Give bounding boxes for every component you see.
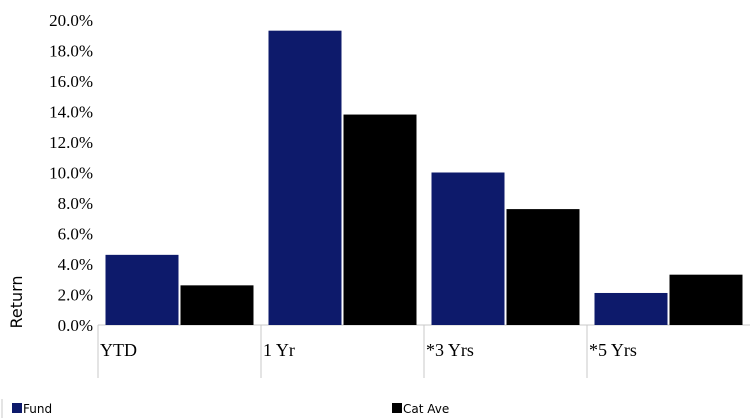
- bars: [105, 30, 743, 326]
- legend-item: Fund: [12, 402, 52, 416]
- y-tick-label: 0.0%: [58, 316, 93, 335]
- y-tick-label: 20.0%: [49, 11, 93, 30]
- y-tick-label: 4.0%: [58, 255, 93, 274]
- bar-cat-ave-2: [506, 209, 580, 325]
- y-tick-label: 10.0%: [49, 164, 93, 183]
- y-axis-ticks: 0.0% 2.0% 4.0% 6.0% 8.0% 10.0% 12.0% 14.0% 16.0%…: [49, 11, 93, 335]
- legend: Fund Cat Ave: [1, 399, 449, 418]
- x-category-label: YTD: [100, 340, 137, 360]
- x-axis-dividers: [97, 325, 588, 378]
- x-category-label: *3 Yrs: [426, 340, 474, 360]
- legend-swatch: [12, 403, 22, 413]
- x-axis-category-labels: YTD 1 Yr *3 Yrs *5 Yrs: [100, 340, 637, 360]
- bar-fund-1: [268, 30, 342, 326]
- bar-fund-0: [105, 254, 179, 325]
- bar-cat-ave-1: [343, 114, 417, 325]
- y-axis-title: Return: [7, 275, 26, 328]
- x-category-label: *5 Yrs: [589, 340, 637, 360]
- y-tick-label: 8.0%: [58, 194, 93, 213]
- y-tick-label: 18.0%: [49, 42, 93, 61]
- legend-label: Fund: [23, 402, 52, 416]
- y-tick-label: 16.0%: [49, 72, 93, 91]
- bar-cat-ave-0: [180, 285, 254, 325]
- legend-swatch: [392, 403, 402, 413]
- bar-cat-ave-3: [669, 274, 743, 325]
- y-tick-label: 6.0%: [58, 225, 93, 244]
- legend-item: Cat Ave: [392, 402, 449, 416]
- x-category-label: 1 Yr: [263, 340, 295, 360]
- legend-label: Cat Ave: [403, 402, 449, 416]
- y-tick-label: 14.0%: [49, 103, 93, 122]
- y-tick-label: 2.0%: [58, 286, 93, 305]
- bar-fund-3: [594, 292, 668, 325]
- bar-fund-2: [431, 172, 505, 325]
- y-tick-label: 12.0%: [49, 133, 93, 152]
